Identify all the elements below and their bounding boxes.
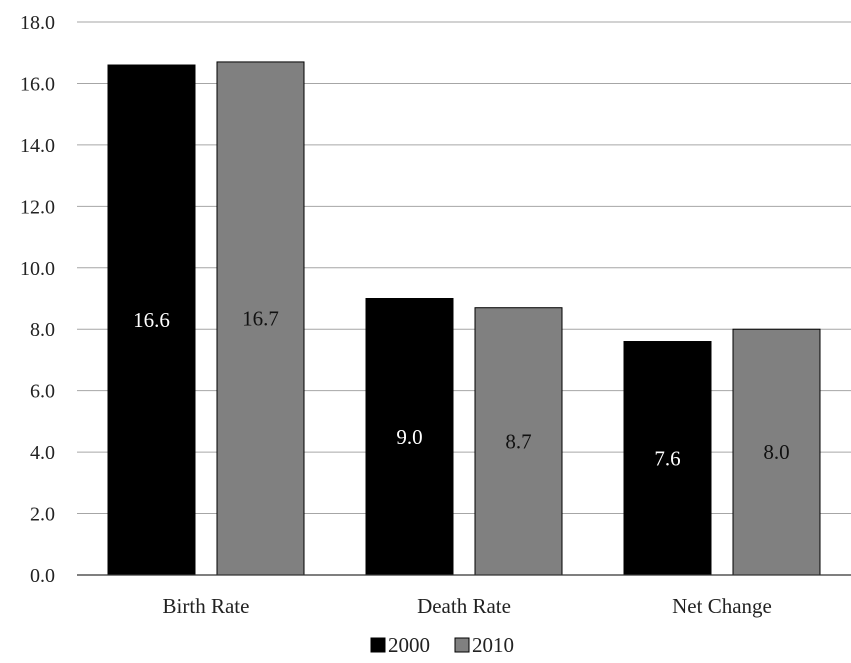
y-tick-label: 0.0 <box>30 565 55 587</box>
data-label: 16.7 <box>242 306 279 330</box>
legend-label: 2000 <box>388 633 430 657</box>
legend-label: 2010 <box>472 633 514 657</box>
gridlines <box>77 21 851 515</box>
x-category-label: Net Change <box>672 594 772 618</box>
data-label: 16.6 <box>133 308 170 332</box>
y-axis-tick-labels: 0.0 2.0 4.0 6.0 8.0 10.0 12.0 14.0 16.0 18.0 <box>20 12 55 587</box>
legend-swatch-2010 <box>454 637 470 653</box>
data-label: 9.0 <box>396 425 422 449</box>
y-tick-label: 18.0 <box>20 12 55 34</box>
y-tick-label: 12.0 <box>20 196 55 218</box>
bars <box>107 61 821 576</box>
x-category-label: Birth Rate <box>163 594 250 618</box>
bar-2000-0 <box>107 64 196 576</box>
y-tick-label: 10.0 <box>20 258 55 280</box>
data-label: 7.6 <box>654 446 680 470</box>
y-tick-label: 6.0 <box>30 381 55 403</box>
data-label: 8.7 <box>505 429 531 453</box>
y-tick-label: 8.0 <box>30 319 55 341</box>
x-category-label: Death Rate <box>417 594 511 618</box>
y-tick-label: 2.0 <box>30 504 55 526</box>
data-labels: 16.6 16.7 9.0 8.7 7.6 8.0 <box>133 306 790 470</box>
bar-2010-2 <box>732 328 821 576</box>
y-tick-label: 4.0 <box>30 442 55 464</box>
legend-swatch-2000 <box>370 637 386 653</box>
x-axis-category-labels: Birth Rate Death Rate Net Change <box>163 594 772 618</box>
legend: 2000 2010 <box>370 633 514 657</box>
data-label: 8.0 <box>763 440 789 464</box>
y-tick-label: 14.0 <box>20 135 55 157</box>
y-tick-label: 16.0 <box>20 73 55 95</box>
